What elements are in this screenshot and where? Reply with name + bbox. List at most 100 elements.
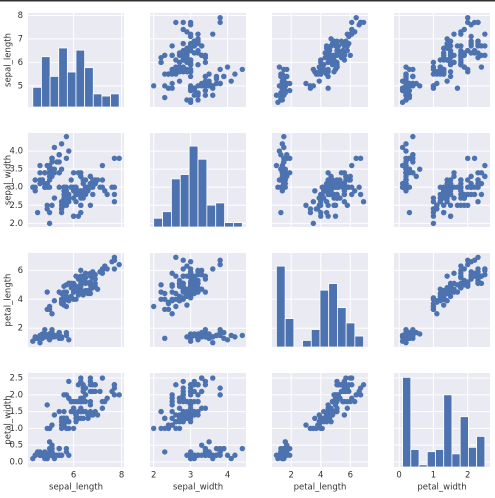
y-axis-label: petal_width <box>4 395 14 444</box>
point <box>217 392 223 398</box>
y-tick-label: 4 <box>18 295 23 305</box>
point <box>51 144 58 151</box>
point <box>399 162 406 169</box>
point <box>184 452 190 458</box>
point <box>99 162 106 169</box>
point <box>303 202 309 209</box>
point <box>176 405 183 411</box>
point <box>352 188 358 194</box>
point <box>202 326 209 333</box>
point <box>430 59 437 66</box>
point <box>441 191 447 198</box>
point <box>56 151 62 158</box>
point <box>353 392 359 398</box>
point <box>42 334 48 340</box>
point <box>180 408 186 415</box>
y-tick-label: 2 <box>18 324 23 334</box>
point <box>468 43 474 49</box>
point <box>187 392 194 398</box>
point <box>187 258 194 265</box>
point <box>63 329 70 336</box>
point <box>165 71 172 77</box>
point <box>417 166 423 172</box>
point <box>410 133 416 140</box>
point <box>329 59 336 66</box>
point <box>228 455 234 462</box>
point <box>187 66 194 73</box>
point <box>173 57 179 63</box>
point <box>447 69 454 75</box>
panel-marks <box>150 373 246 467</box>
panel-marks <box>272 253 368 347</box>
point <box>162 335 168 342</box>
point <box>73 198 79 205</box>
point <box>471 155 478 162</box>
point <box>458 274 464 281</box>
point <box>329 184 336 190</box>
point <box>430 306 437 313</box>
point <box>169 282 175 288</box>
point <box>104 266 110 272</box>
point <box>217 19 223 26</box>
point <box>32 177 38 183</box>
point <box>99 177 106 183</box>
point <box>221 335 227 342</box>
panel <box>28 253 124 347</box>
point <box>303 80 309 87</box>
x-tick-label: 6 <box>71 471 76 481</box>
point <box>158 59 164 66</box>
point <box>187 280 194 287</box>
point <box>158 296 164 302</box>
point <box>447 43 454 49</box>
panel-marks <box>28 373 124 467</box>
point <box>217 452 223 458</box>
point <box>406 87 413 94</box>
point <box>169 422 175 428</box>
point <box>349 26 355 33</box>
point <box>471 50 478 56</box>
y-tick-label: 3.5 <box>9 165 23 175</box>
point <box>58 166 65 172</box>
point <box>331 69 337 75</box>
point <box>184 292 190 298</box>
point <box>195 452 201 458</box>
point <box>87 382 94 388</box>
point <box>176 415 183 422</box>
point <box>332 213 339 219</box>
panel-marks <box>272 373 368 467</box>
y-tick-label: 2.5 <box>9 201 23 211</box>
y-tick-label: 2.5 <box>9 374 23 384</box>
point <box>169 408 175 415</box>
point <box>322 188 328 194</box>
point <box>217 326 223 333</box>
point <box>221 73 227 80</box>
y-tick-label: 1.5 <box>9 407 23 417</box>
point <box>465 47 471 54</box>
point <box>37 452 43 458</box>
point <box>169 289 175 295</box>
point <box>287 155 293 162</box>
point <box>180 266 186 272</box>
point <box>206 71 212 77</box>
y-tick-label: 2.0 <box>9 219 23 229</box>
point <box>68 177 74 183</box>
point <box>441 302 447 308</box>
point <box>63 133 70 140</box>
point <box>80 274 86 281</box>
point <box>318 198 324 205</box>
point <box>169 85 175 91</box>
point <box>303 422 309 428</box>
point <box>180 257 186 263</box>
point <box>284 66 290 73</box>
point <box>87 375 94 381</box>
point <box>187 61 194 68</box>
panel <box>272 373 368 467</box>
point <box>475 19 481 26</box>
point <box>332 52 339 58</box>
point <box>162 94 168 101</box>
point <box>343 173 349 180</box>
point <box>116 155 122 162</box>
point <box>87 271 94 278</box>
point <box>32 335 38 342</box>
